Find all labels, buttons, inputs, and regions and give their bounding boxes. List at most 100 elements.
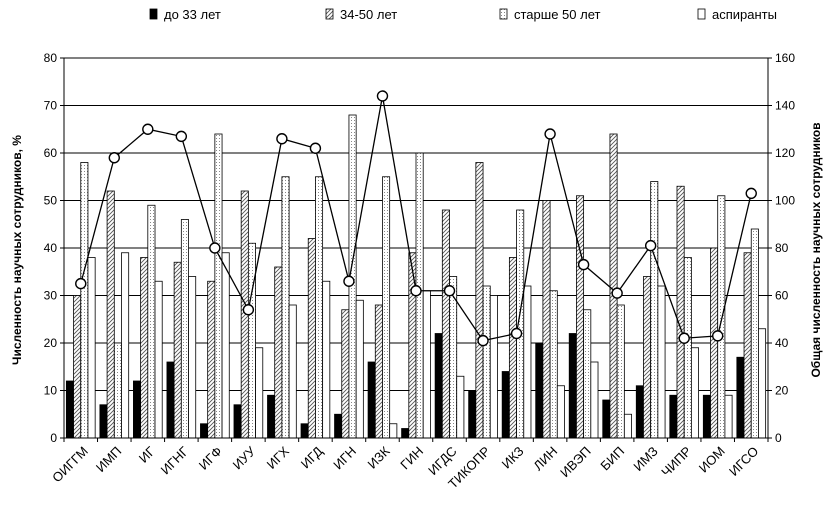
line-point-ИМЗ	[644, 239, 657, 252]
line-point-ИОМ	[712, 330, 724, 342]
legend-swatch-4	[697, 8, 706, 20]
bar-3-ИГСО	[750, 228, 759, 439]
bar-4-ИГСО	[758, 328, 767, 439]
legend-swatch-1	[149, 8, 158, 20]
bar-4-ИГФ	[221, 252, 230, 439]
bar-3-ИМЗ	[650, 181, 659, 439]
bar-3-ИОМ	[717, 195, 726, 439]
bar-1-ЧИПР	[669, 394, 678, 439]
bar-2-ИГН	[341, 309, 350, 439]
y-tick-label: 10	[44, 384, 58, 398]
bar-1-ИМП	[99, 404, 108, 439]
y2-tick-label: 60	[775, 289, 789, 303]
y-axis-title: Численность научных сотрудников, %	[10, 135, 24, 365]
x-tick-label-ОИГГМ: ОИГГМ	[49, 444, 91, 486]
x-tick-label-ИГХ: ИГХ	[264, 443, 293, 472]
line-point-ЛИН	[544, 128, 556, 140]
bar-4-БИП	[623, 413, 632, 439]
x-tick-label-ИГФ: ИГФ	[196, 443, 225, 472]
bar-1-ИЗК	[367, 361, 376, 439]
bar-2-ТИКОПР	[475, 162, 484, 439]
x-tick-label-ИКЗ: ИКЗ	[499, 443, 527, 471]
x-tick-label-ИУУ: ИУУ	[230, 443, 259, 472]
bar-1-ИГНГ	[166, 361, 175, 439]
line-point-ГИН	[410, 285, 422, 297]
bar-1-ИОМ	[702, 394, 711, 439]
bar-2-ГИН	[408, 252, 417, 439]
line-point-ИУУ	[242, 304, 255, 316]
bar-2-ИМП	[106, 190, 115, 439]
line-point-ИВЭП	[577, 258, 590, 271]
bar-2-ЧИПР	[676, 185, 685, 439]
legend-swatch-3	[499, 8, 508, 20]
y-tick-label: 80	[44, 51, 58, 65]
bar-4-ИЗК	[389, 423, 398, 439]
legend-label-4: аспиранты	[712, 7, 777, 22]
bar-2-ИОМ	[710, 247, 719, 439]
bar-1-ТИКОПР	[468, 390, 477, 439]
line-point-ИГФ	[209, 242, 221, 254]
line-point-БИП	[611, 287, 623, 299]
bar-2-ИГСО	[743, 252, 752, 439]
x-tick-label-ИМЗ: ИМЗ	[630, 443, 661, 474]
y-tick-label: 70	[44, 99, 58, 113]
bar-1-ИГД	[300, 423, 309, 439]
bar-2-ИГНГ	[173, 261, 182, 439]
bar-1-БИП	[602, 399, 611, 439]
bar-3-ИГХ	[281, 176, 290, 439]
bar-4-ИМЗ	[657, 285, 666, 439]
bar-1-ИКЗ	[501, 371, 510, 439]
y2-tick-label: 160	[775, 51, 795, 65]
y-tick-label: 20	[44, 336, 58, 350]
bar-4-ИГ	[154, 280, 163, 439]
bar-3-ТИКОПР	[482, 285, 491, 439]
bar-3-ИУУ	[247, 242, 256, 439]
bar-2-ОИГГМ	[73, 295, 82, 439]
line-point-ИМП	[108, 152, 120, 164]
bar-4-ИОМ	[724, 394, 733, 439]
line-point-ИГДС	[443, 285, 456, 297]
y2-tick-label: 80	[775, 241, 789, 255]
x-tick-label-ИГСО: ИГСО	[726, 444, 761, 479]
x-tick-label-ИВЭП: ИВЭП	[557, 444, 594, 481]
y2-tick-label: 0	[775, 431, 782, 445]
line-point-ИГНГ	[175, 130, 188, 143]
bar-2-ИГД	[307, 238, 316, 439]
bar-2-ИГДС	[441, 209, 450, 439]
x-tick-label-ЧИПР: ЧИПР	[658, 444, 694, 480]
bar-4-ИВЭП	[590, 361, 599, 439]
legend-label-1: до 33 лет	[164, 7, 221, 22]
bar-4-ИГДС	[456, 375, 465, 439]
bar-1-ИГХ	[267, 394, 276, 439]
y-tick-label: 40	[44, 241, 58, 255]
bar-3-ИГ	[147, 204, 156, 439]
y2-tick-label: 40	[775, 336, 789, 350]
bar-1-ИГДС	[434, 333, 443, 439]
bar-4-ИУУ	[255, 347, 264, 439]
y-tick-label: 30	[44, 289, 58, 303]
legend-label-2: 34-50 лет	[340, 7, 397, 22]
line-point-ТИКОПР	[477, 334, 489, 347]
x-tick-label-ИГНГ: ИГНГ	[158, 444, 192, 478]
bar-4-ИМП	[121, 252, 130, 439]
bar-1-ОИГГМ	[65, 380, 74, 439]
bar-2-ИМЗ	[643, 276, 652, 439]
bar-2-ИКЗ	[508, 257, 517, 439]
bar-2-ИГХ	[274, 266, 283, 439]
y2-tick-label: 120	[775, 146, 795, 160]
x-tick-label-ИОМ: ИОМ	[696, 444, 728, 476]
x-tick-label-ИМП: ИМП	[93, 444, 124, 475]
bar-1-ИВЭП	[568, 333, 577, 439]
y2-tick-label: 20	[775, 384, 789, 398]
line-point-ИГ	[142, 123, 154, 135]
bar-4-ИГНГ	[188, 276, 197, 439]
bar-2-ИГ	[140, 257, 149, 439]
bar-2-БИП	[609, 133, 618, 439]
total-line	[75, 90, 757, 347]
bar-3-ИВЭП	[583, 309, 592, 439]
bar-1-ИУУ	[233, 404, 242, 439]
bar-1-ИГСО	[736, 356, 745, 439]
bar-2-ИГФ	[207, 280, 216, 439]
